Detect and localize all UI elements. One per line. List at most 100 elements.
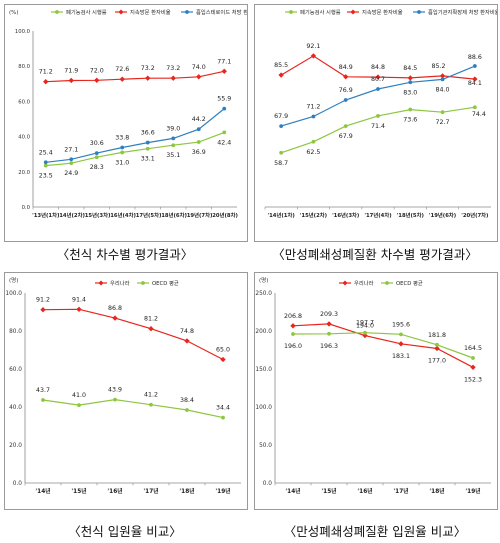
data-point (470, 364, 476, 370)
y-tick-label: 20.0 (18, 170, 30, 176)
x-tick-label: '16년(3차) (332, 211, 359, 219)
data-label: 197.7 (356, 320, 374, 327)
y-tick-label: 150.0 (255, 367, 272, 373)
data-label: 30.6 (90, 140, 104, 147)
data-point (148, 326, 154, 332)
x-tick-label: '15년(2차) (300, 211, 327, 219)
data-label: 209.3 (320, 311, 338, 318)
legend-label: 우리나라 (354, 279, 374, 287)
data-point (290, 323, 296, 329)
data-point (408, 107, 413, 112)
data-point (440, 110, 445, 115)
data-label: 74.4 (472, 111, 486, 118)
legend-label: 폐기능검사 시행률 (66, 8, 107, 16)
data-point (222, 106, 227, 111)
x-tick-label: '19년 (465, 487, 480, 495)
series-line (42, 398, 224, 419)
data-point (77, 403, 81, 407)
data-point (94, 77, 100, 83)
data-label: 39.0 (166, 125, 180, 132)
data-point (343, 124, 348, 128)
series-line (280, 106, 475, 154)
data-label: 77.1 (217, 58, 231, 65)
data-label: 31.0 (115, 159, 129, 166)
caption-copd-evaluation: 〈만성폐쇄성폐질환 차수별 평가결과〉 (272, 247, 478, 262)
data-point (196, 140, 201, 144)
x-tick-label: '19년(7차) (185, 211, 212, 219)
data-label: 43.9 (108, 387, 122, 394)
x-tick-label: '14년(1차) (268, 211, 295, 219)
y-tick-label: 40.0 (9, 405, 22, 411)
x-tick-label: '20년(7차) (461, 211, 488, 219)
data-point (343, 98, 348, 102)
data-label: 33.1 (141, 156, 155, 163)
data-point (76, 306, 82, 313)
x-tick-label: '15년 (71, 487, 86, 495)
data-point (171, 136, 176, 141)
legend-label: 지속방문 환자비율 (130, 8, 171, 16)
series-line (292, 323, 474, 368)
data-point (149, 402, 153, 407)
data-label: 65.0 (216, 347, 230, 354)
data-point (310, 53, 317, 59)
data-label: 183.1 (392, 353, 410, 360)
y-tick-label: 0.0 (13, 481, 23, 487)
data-label: 55.9 (217, 96, 231, 103)
data-label: 36.9 (192, 149, 206, 156)
data-label: 74.8 (180, 328, 194, 335)
legend-label: OECD 평균 (152, 280, 179, 287)
data-point (408, 80, 413, 85)
chart-panel-asthma-admission: (명) 0.0 20.0 40.0 60.0 80.0 100.0 '14년 '15년 '16년 '… (4, 272, 248, 510)
data-label: 23.5 (39, 173, 53, 180)
data-point (43, 160, 48, 165)
data-point (196, 127, 201, 132)
legend-label: 폐기능검사 시행률 (300, 8, 341, 16)
x-tick-label: '18년(6차) (160, 211, 187, 219)
legend-marker (417, 10, 421, 14)
data-point (376, 114, 380, 118)
data-label: 71.2 (306, 104, 320, 111)
data-point (94, 151, 99, 156)
x-tick-label: '17년(5차) (134, 211, 161, 219)
data-label: 194.0 (356, 323, 374, 330)
data-label: 86.8 (108, 305, 122, 312)
data-label: 84.1 (468, 80, 482, 87)
series-line (45, 108, 225, 163)
x-tick-label: '18년 (179, 487, 194, 495)
data-point (399, 332, 403, 337)
data-label: 44.2 (192, 116, 206, 123)
data-point (440, 77, 445, 82)
data-point (220, 356, 226, 363)
data-label: 196.3 (320, 343, 338, 350)
data-label: 81.2 (144, 316, 158, 323)
x-tick-label: '14년 (35, 487, 50, 495)
legend-marker (55, 10, 59, 14)
series-line (45, 131, 225, 167)
data-label: 85.2 (432, 63, 446, 70)
data-point (69, 157, 74, 162)
data-label: 67.9 (274, 113, 288, 120)
legend-marker (185, 10, 189, 14)
chart-panel-asthma-evaluation: (%) 0.0 20.0 40.0 60.0 80.0 100.0 '13년(1차) '14년(… (4, 4, 248, 242)
data-point (112, 315, 118, 321)
data-point (94, 155, 99, 160)
y-tick-label: 250.0 (255, 291, 272, 297)
data-point (170, 75, 176, 81)
legend-label: 지속방문 환자비율 (362, 8, 403, 16)
x-tick-label: '16년 (357, 487, 372, 495)
y-tick-label: 100.0 (255, 405, 272, 411)
data-label: 206.8 (284, 313, 302, 320)
x-tick-label: '19년 (215, 487, 230, 495)
x-tick-label: '17년(4차) (364, 211, 391, 219)
data-label: 164.5 (464, 345, 482, 352)
x-tick-label: '14년 (285, 487, 300, 495)
series-line (45, 70, 225, 83)
y-tick-label: 80.0 (18, 64, 30, 70)
unit-label: (명) (9, 277, 18, 284)
data-point (398, 341, 404, 347)
data-label: 35.1 (166, 152, 180, 159)
legend-marker (385, 281, 389, 285)
chart-panel-copd-evaluation: '14년(1차) '15년(2차) '16년(3차) '17년(4차) '18년(5차)… (254, 4, 498, 242)
data-label: 84.5 (403, 65, 417, 72)
data-label: 88.6 (468, 54, 482, 61)
